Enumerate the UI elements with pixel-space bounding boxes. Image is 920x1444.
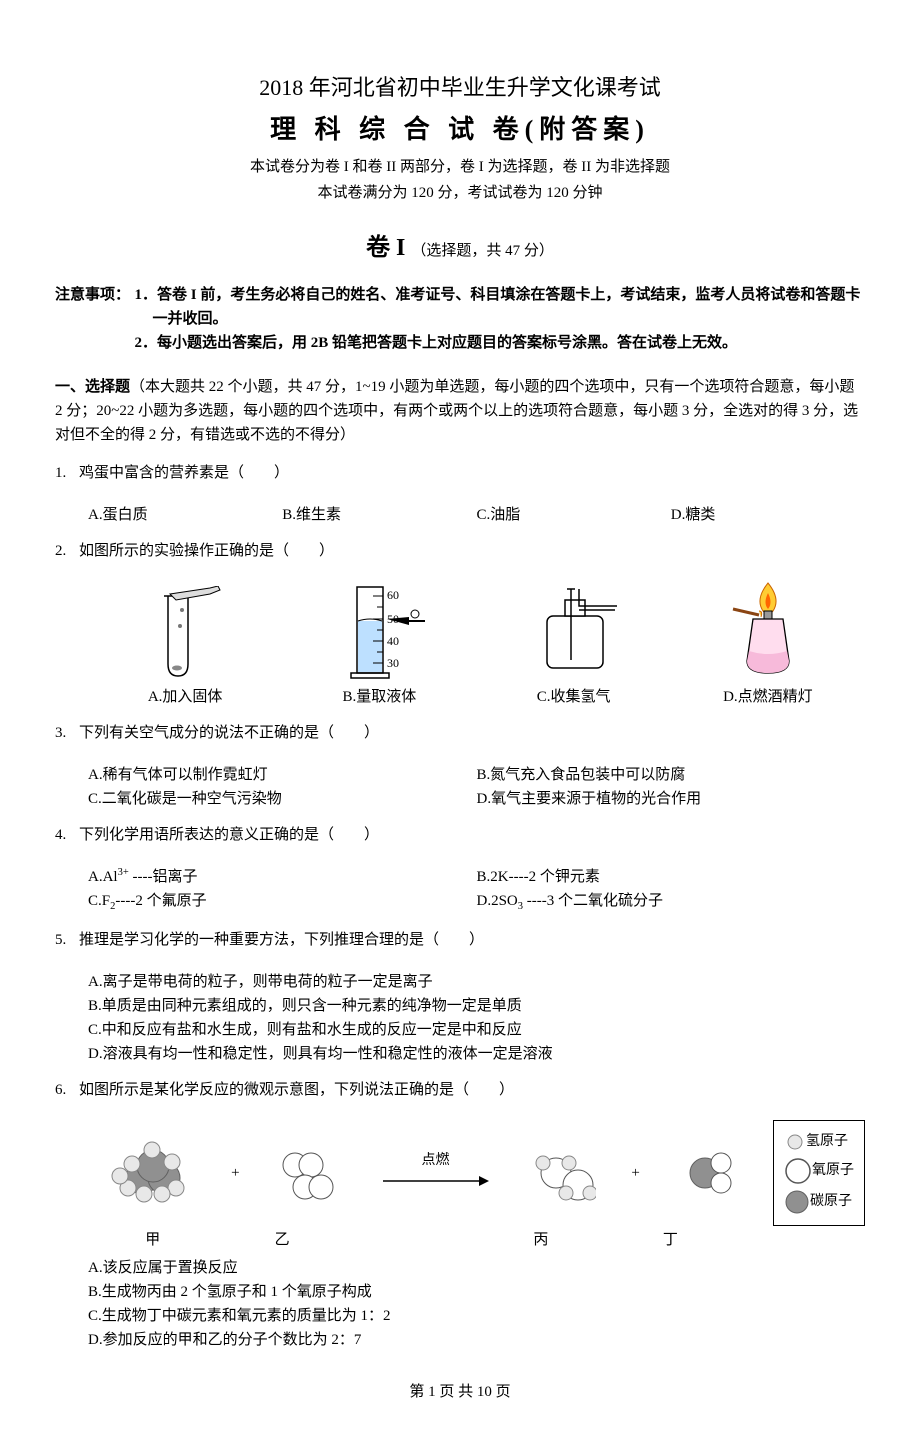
atom-legend: 氢原子 氧原子 碳原子: [773, 1120, 865, 1226]
graduated-cylinder-icon: 60 50 40 30: [329, 581, 429, 681]
question-6-number: 6.: [55, 1078, 79, 1102]
question-6: 6.如图所示是某化学反应的微观示意图，下列说法正确的是（ ）: [55, 1078, 865, 1102]
page-footer: 第 1 页 共 10 页: [55, 1380, 865, 1404]
question-1-stem: 鸡蛋中富含的营养素是（ ）: [79, 465, 289, 481]
reaction-arrow-icon: [381, 1174, 491, 1188]
svg-text:60: 60: [387, 588, 399, 602]
q5-option-c: C.中和反应有盐和水生成，则有盐和水生成的反应一定是中和反应: [88, 1018, 865, 1042]
q2-figure-b: 60 50 40 30 B.量取液体: [282, 581, 476, 709]
q3-option-c: C.二氧化碳是一种空气污染物: [88, 787, 477, 811]
q1-option-c: C.油脂: [477, 503, 671, 527]
question-3: 3.下列有关空气成分的说法不正确的是（ ）: [55, 721, 865, 745]
molecule-jia-icon: [106, 1138, 196, 1208]
q6-option-a: A.该反应属于置换反应: [88, 1256, 865, 1280]
legend-hydrogen-label: 氢原子: [806, 1131, 848, 1153]
question-5-stem: 推理是学习化学的一种重要方法，下列推理合理的是（ ）: [79, 932, 484, 948]
question-1-number: 1.: [55, 461, 79, 485]
question-2-stem: 如图所示的实验操作正确的是（ ）: [79, 543, 334, 559]
q1-option-d: D.糖类: [671, 503, 865, 527]
question-6-diagram: + 点燃 +: [55, 1120, 865, 1226]
alcohol-lamp-lighting-icon: [723, 581, 813, 681]
test-tube-add-solid-icon: [140, 586, 230, 681]
q5-option-a: A.离子是带电荷的粒子，则带电荷的粒子一定是离子: [88, 970, 865, 994]
legend-carbon-label: 碳原子: [810, 1191, 852, 1213]
question-2-number: 2.: [55, 539, 79, 563]
q2-option-b-label: B.量取液体: [282, 685, 476, 709]
carbon-atom-icon: [784, 1189, 810, 1215]
q1-option-b: B.维生素: [282, 503, 476, 527]
section-1-name: 卷 I: [366, 235, 405, 261]
molecule-bing-icon: [526, 1143, 596, 1203]
legend-oxygen-label: 氧原子: [812, 1160, 854, 1182]
label-bing: 丙: [476, 1228, 605, 1252]
question-4-stem: 下列化学用语所表达的意义正确的是（ ）: [79, 827, 379, 843]
oxygen-atom-icon: [784, 1157, 812, 1185]
q6-option-c: C.生成物丁中碳元素和氧元素的质量比为 1：2: [88, 1304, 865, 1328]
q2-option-c-label: C.收集氢气: [477, 685, 671, 709]
question-section-intro: 一、选择题（本大题共 22 个小题，共 47 分，1~19 小题为单选题，每小题…: [55, 375, 865, 447]
q2-figure-c: C.收集氢气: [477, 586, 671, 709]
question-3-options: A.稀有气体可以制作霓虹灯 B.氮气充入食品包装中可以防腐 C.二氧化碳是一种空…: [55, 763, 865, 811]
exam-sub-title: 理 科 综 合 试 卷(附答案): [55, 109, 865, 151]
svg-text:40: 40: [387, 634, 399, 648]
question-6-stem: 如图所示是某化学反应的微观示意图，下列说法正确的是（ ）: [79, 1082, 514, 1098]
exam-main-title: 2018 年河北省初中毕业生升学文化课考试: [55, 70, 865, 105]
reaction-arrow-label: 点燃: [381, 1150, 491, 1172]
question-2: 2.如图所示的实验操作正确的是（ ）: [55, 539, 865, 563]
q1-option-a: A.蛋白质: [88, 503, 282, 527]
notice-item-1: 1．答卷 I 前，考生务必将自己的姓名、准考证号、科目填涂在答题卡上，考试结束，…: [135, 283, 866, 331]
q5-option-b: B.单质是由同种元素组成的，则只含一种元素的纯净物一定是单质: [88, 994, 865, 1018]
question-4: 4.下列化学用语所表达的意义正确的是（ ）: [55, 823, 865, 847]
plus-sign-2: +: [631, 1161, 639, 1185]
exam-desc-2: 本试卷满分为 120 分，考试试卷为 120 分钟: [55, 181, 865, 205]
q2-option-a-label: A.加入固体: [88, 685, 282, 709]
question-3-stem: 下列有关空气成分的说法不正确的是（ ）: [79, 725, 379, 741]
q4-option-b: B.2K----2 个钾元素: [477, 865, 866, 889]
question-section-text: （本大题共 22 个小题，共 47 分，1~19 小题为单选题，每小题的四个选项…: [55, 379, 858, 443]
q2-figure-d: D.点燃酒精灯: [671, 581, 865, 709]
molecule-ding-icon: [675, 1143, 735, 1203]
q3-option-d: D.氧气主要来源于植物的光合作用: [477, 787, 866, 811]
gas-collection-bottle-icon: [519, 586, 629, 681]
question-6-options: A.该反应属于置换反应 B.生成物丙由 2 个氢原子和 1 个氧原子构成 C.生…: [55, 1256, 865, 1352]
q3-option-b: B.氮气充入食品包装中可以防腐: [477, 763, 866, 787]
plus-sign-1: +: [231, 1161, 239, 1185]
label-yi: 乙: [217, 1228, 346, 1252]
molecule-yi-icon: [275, 1143, 345, 1203]
q4-option-c: C.F2----2 个氟原子: [88, 889, 477, 916]
section-1-note: （选择题，共 47 分）: [411, 243, 554, 259]
question-4-options: A.Al3+ ----铝离子 B.2K----2 个钾元素 C.F2----2 …: [55, 865, 865, 916]
question-section-label: 一、选择题: [55, 379, 130, 395]
q2-figure-a: A.加入固体: [88, 586, 282, 709]
question-4-number: 4.: [55, 823, 79, 847]
q3-option-a: A.稀有气体可以制作霓虹灯: [88, 763, 477, 787]
section-1-title: 卷 I （选择题，共 47 分）: [55, 229, 865, 267]
notice-item-2: 2．每小题选出答案后，用 2B 铅笔把答题卡上对应题目的答案标号涂黑。答在试卷上…: [135, 331, 866, 355]
svg-text:30: 30: [387, 656, 399, 670]
question-3-number: 3.: [55, 721, 79, 745]
q2-option-d-label: D.点燃酒精灯: [671, 685, 865, 709]
question-1: 1.鸡蛋中富含的营养素是（ ）: [55, 461, 865, 485]
label-ding: 丁: [606, 1228, 735, 1252]
notice-label: 注意事项：: [55, 283, 130, 307]
hydrogen-atom-icon: [784, 1131, 806, 1153]
q4-option-d: D.2SO3 ----3 个二氧化硫分子: [477, 889, 866, 916]
notice-block: 注意事项： 1．答卷 I 前，考生务必将自己的姓名、准考证号、科目填涂在答题卡上…: [55, 283, 865, 355]
exam-desc-1: 本试卷分为卷 I 和卷 II 两部分，卷 I 为选择题，卷 II 为非选择题: [55, 155, 865, 179]
q6-option-b: B.生成物丙由 2 个氢原子和 1 个氧原子构成: [88, 1280, 865, 1304]
q6-option-d: D.参加反应的甲和乙的分子个数比为 2：7: [88, 1328, 865, 1352]
label-jia: 甲: [88, 1228, 217, 1252]
q5-option-d: D.溶液具有均一性和稳定性，则具有均一性和稳定性的液体一定是溶液: [88, 1042, 865, 1066]
question-5: 5.推理是学习化学的一种重要方法，下列推理合理的是（ ）: [55, 928, 865, 952]
q4-option-a: A.Al3+ ----铝离子: [88, 865, 477, 889]
question-5-options: A.离子是带电荷的粒子，则带电荷的粒子一定是离子 B.单质是由同种元素组成的，则…: [55, 970, 865, 1066]
question-2-figures: A.加入固体 60 50 40 30 B.量取液体: [55, 581, 865, 709]
question-6-mol-labels: 甲 乙 丙 丁: [55, 1228, 865, 1252]
question-5-number: 5.: [55, 928, 79, 952]
question-1-options: A.蛋白质 B.维生素 C.油脂 D.糖类: [55, 503, 865, 527]
